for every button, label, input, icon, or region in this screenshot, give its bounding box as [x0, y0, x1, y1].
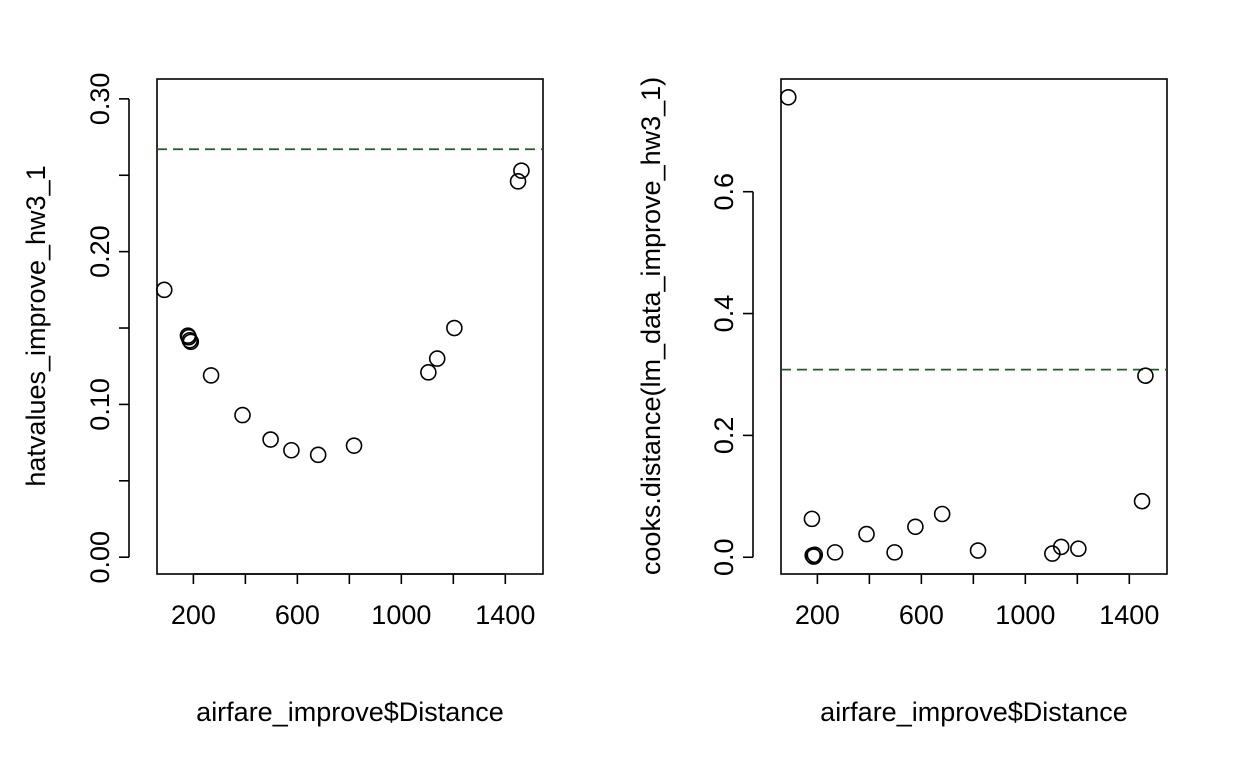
panel-2-x-tick-label: 600: [899, 600, 944, 630]
panel-2-data-point: [1070, 540, 1087, 558]
panel-2-x-tick-label: 200: [795, 600, 840, 630]
panel-1-x-tick-label: 600: [275, 600, 320, 630]
panel-2-y-tick-label: 0.4: [709, 295, 739, 333]
panel-1-data-point: [202, 367, 220, 384]
panel-2-y-tick-label: 0.6: [709, 173, 739, 211]
panel-1-plot-frame: [156, 78, 544, 575]
panel-2-x-tick-label: 1000: [995, 600, 1055, 630]
panel-1-data-point: [513, 162, 530, 179]
panel-1-data-point: [262, 431, 279, 448]
panel-2-data-point: [933, 505, 951, 523]
panel-2-data-point: [907, 518, 924, 536]
panel-2-data-point: [858, 525, 875, 543]
panel-1-data-point: [428, 350, 446, 367]
panel-1-y-tick-label: 0.20: [85, 225, 115, 278]
panel-2-data-point: [886, 544, 903, 561]
panel-2-data-point: [1052, 538, 1070, 556]
panel-1-data-point: [446, 319, 463, 337]
panel-1-data-point: [345, 437, 363, 454]
panel-1-data-point: [155, 281, 173, 299]
hatvalues-scatter-panel: airfare_improve$Distance hatvalues_impro…: [21, 73, 544, 727]
panel-1-y-tick-label: 0.00: [85, 531, 115, 584]
panel-2-data-point: [779, 88, 797, 106]
panel-1-x-tick-label: 1000: [371, 600, 431, 630]
panel-1-x-tick-label: 200: [171, 600, 216, 630]
panel-1-data-point: [283, 441, 300, 459]
panel-1-y-axis-label: hatvalues_improve_hw3_1: [21, 165, 51, 486]
panel-2-data-point: [1137, 367, 1154, 384]
panel-1-data-point: [234, 406, 251, 424]
cooks-distance-scatter-panel: airfare_improve$Distance cooks.distance(…: [636, 77, 1168, 727]
panel-1-data-point: [420, 364, 437, 381]
panel-1-x-axis-label: airfare_improve$Distance: [196, 697, 504, 727]
panel-1-y-tick-label: 0.30: [85, 73, 115, 126]
panel-1-y-tick-label: 0.10: [85, 378, 115, 431]
panel-1-data-point: [181, 331, 199, 349]
panel-2-data-point: [969, 542, 987, 559]
panel-2-x-axis-label: airfare_improve$Distance: [820, 697, 1128, 727]
panel-2-data-point: [806, 546, 824, 564]
panel-1-x-tick-label: 1400: [475, 600, 535, 630]
panel-2-x-tick-label: 1400: [1099, 600, 1159, 630]
panel-1-data-point: [182, 333, 200, 351]
panel-2-data-point: [805, 548, 823, 565]
panel-2-y-tick-label: 0.0: [709, 538, 739, 576]
panel-2-data-point: [803, 510, 821, 528]
panel-2-y-tick-label: 0.2: [709, 417, 739, 455]
panel-1-data-point: [509, 173, 527, 190]
panel-2-data-point: [1133, 492, 1151, 510]
panel-2-plot-frame: [780, 78, 1168, 575]
panel-2-data-point: [826, 544, 844, 561]
panel-1-data-point: [309, 446, 327, 464]
panel-2-y-axis-label: cooks.distance(lm_data_improve_hw3_1): [636, 77, 666, 575]
